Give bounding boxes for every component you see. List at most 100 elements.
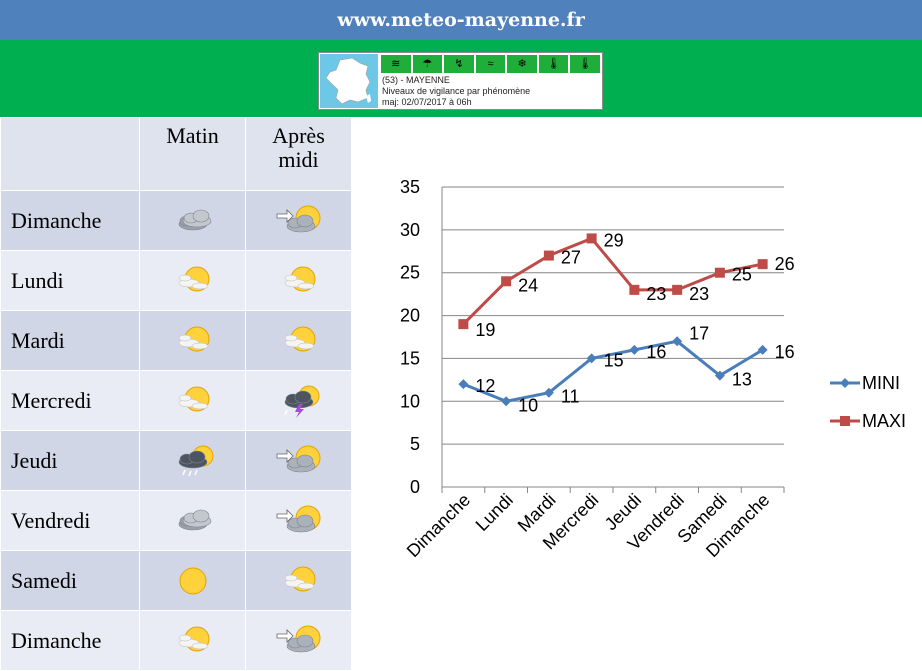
forecast-row: Lundi bbox=[0, 250, 352, 311]
data-label: 25 bbox=[732, 265, 752, 285]
sun-cloud-wind-icon bbox=[273, 504, 325, 538]
afternoon-weather-cell bbox=[245, 550, 352, 611]
cold-icon: 🌡 bbox=[569, 54, 602, 74]
sun-cloud-wind-icon bbox=[273, 204, 325, 238]
mini-point bbox=[714, 370, 725, 381]
data-label: 27 bbox=[561, 248, 581, 268]
partly-sunny-icon bbox=[273, 324, 325, 358]
maxi-point bbox=[757, 259, 768, 270]
forecast-row: Mardi bbox=[0, 310, 352, 371]
x-tick-label: Dimanche bbox=[403, 490, 474, 561]
forecast-row: Dimanche bbox=[0, 610, 352, 671]
legend-label: MAXI bbox=[862, 411, 906, 431]
morning-weather-cell bbox=[139, 430, 246, 491]
mini-point bbox=[458, 379, 469, 390]
data-label: 23 bbox=[646, 284, 666, 304]
day-name: Mercredi bbox=[0, 370, 140, 431]
y-tick-label: 15 bbox=[400, 348, 420, 368]
partly-sunny-icon bbox=[167, 264, 219, 298]
y-tick-label: 0 bbox=[410, 477, 420, 497]
data-label: 26 bbox=[775, 254, 795, 274]
mini-point bbox=[672, 336, 683, 347]
day-name: Dimanche bbox=[0, 610, 140, 671]
mini-point bbox=[757, 344, 768, 355]
y-tick-label: 20 bbox=[400, 306, 420, 326]
morning-weather-cell bbox=[139, 610, 246, 671]
maxi-point bbox=[543, 250, 554, 261]
y-tick-label: 10 bbox=[400, 391, 420, 411]
mini-point bbox=[501, 396, 512, 407]
maxi-point bbox=[458, 319, 469, 330]
y-tick-label: 25 bbox=[400, 263, 420, 283]
forecast-row: Jeudi bbox=[0, 430, 352, 491]
afternoon-weather-cell bbox=[245, 370, 352, 431]
day-name: Vendredi bbox=[0, 490, 140, 551]
partly-sunny-icon bbox=[167, 324, 219, 358]
afternoon-weather-cell bbox=[245, 490, 352, 551]
mini-point bbox=[586, 353, 597, 364]
morning-weather-cell bbox=[139, 490, 246, 551]
data-label: 16 bbox=[775, 342, 795, 362]
afternoon-weather-cell bbox=[245, 610, 352, 671]
maxi-point bbox=[501, 276, 512, 287]
day-name: Lundi bbox=[0, 250, 140, 311]
vigilance-widget[interactable]: ≋ ☂ ↯ ≈ ❄ 🌡 🌡 (53) - MAYENNE Niveaux de … bbox=[318, 52, 603, 110]
vigilance-icons: ≋ ☂ ↯ ≈ ❄ 🌡 🌡 bbox=[380, 54, 602, 74]
maxi-line bbox=[462, 236, 763, 326]
forecast-row: Samedi bbox=[0, 550, 352, 611]
thunderstorm-icon bbox=[273, 384, 325, 418]
partly-sunny-icon bbox=[167, 624, 219, 658]
data-label: 15 bbox=[604, 350, 624, 370]
vigilance-dept: (53) - MAYENNE bbox=[382, 75, 450, 85]
data-label: 11 bbox=[561, 387, 580, 407]
afternoon-weather-cell bbox=[245, 190, 352, 251]
site-url[interactable]: www.meteo-mayenne.fr bbox=[337, 9, 585, 31]
morning-weather-cell bbox=[139, 250, 246, 311]
x-tick-label: Lundi bbox=[472, 490, 517, 535]
day-name: Samedi bbox=[0, 550, 140, 611]
partly-sunny-icon bbox=[273, 564, 325, 598]
sunny-icon bbox=[167, 564, 219, 598]
showers-icon bbox=[167, 444, 219, 478]
forecast-row: Vendredi bbox=[0, 490, 352, 551]
data-label: 19 bbox=[475, 320, 495, 340]
site-banner: www.meteo-mayenne.fr bbox=[0, 0, 922, 40]
sun-cloud-wind-icon bbox=[273, 444, 325, 478]
header-morning: Matin bbox=[139, 117, 246, 191]
maxi-point bbox=[714, 267, 725, 278]
data-label: 24 bbox=[518, 275, 538, 295]
mini-line bbox=[462, 339, 764, 403]
rain-flood-icon: ☂ bbox=[411, 54, 444, 74]
maxi-point bbox=[629, 284, 640, 295]
forecast-table: Matin Après midi Dimanche Lundi Mardi Mercre… bbox=[0, 117, 352, 671]
wind-icon: ≋ bbox=[380, 54, 412, 74]
afternoon-weather-cell bbox=[245, 430, 352, 491]
afternoon-weather-cell bbox=[245, 310, 352, 371]
mini-point bbox=[629, 344, 640, 355]
data-label: 13 bbox=[732, 370, 752, 390]
morning-weather-cell bbox=[139, 550, 246, 611]
partly-sunny-icon bbox=[167, 384, 219, 418]
morning-weather-cell bbox=[139, 190, 246, 251]
france-map bbox=[320, 54, 378, 108]
thunderstorm-icon: ↯ bbox=[443, 54, 475, 74]
legend-marker bbox=[840, 378, 850, 388]
data-label: 17 bbox=[689, 323, 709, 343]
snow-ice-icon: ❄ bbox=[506, 54, 538, 74]
afternoon-weather-cell bbox=[245, 250, 352, 311]
flood-icon: ≈ bbox=[474, 54, 507, 74]
data-label: 10 bbox=[518, 395, 538, 415]
vigilance-subtitle: Niveaux de vigilance par phénomène bbox=[382, 86, 531, 96]
maxi-point bbox=[586, 233, 597, 244]
data-label: 29 bbox=[604, 230, 624, 250]
maxi-point bbox=[672, 284, 683, 295]
legend-label: MINI bbox=[862, 373, 900, 393]
partly-sunny-icon bbox=[273, 264, 325, 298]
forecast-row: Dimanche bbox=[0, 190, 352, 251]
header-empty-cell bbox=[0, 117, 140, 191]
data-label: 12 bbox=[475, 376, 495, 396]
data-label: 16 bbox=[646, 342, 666, 362]
header-afternoon: Après midi bbox=[245, 117, 352, 191]
day-name: Jeudi bbox=[0, 430, 140, 491]
day-name: Mardi bbox=[0, 310, 140, 371]
